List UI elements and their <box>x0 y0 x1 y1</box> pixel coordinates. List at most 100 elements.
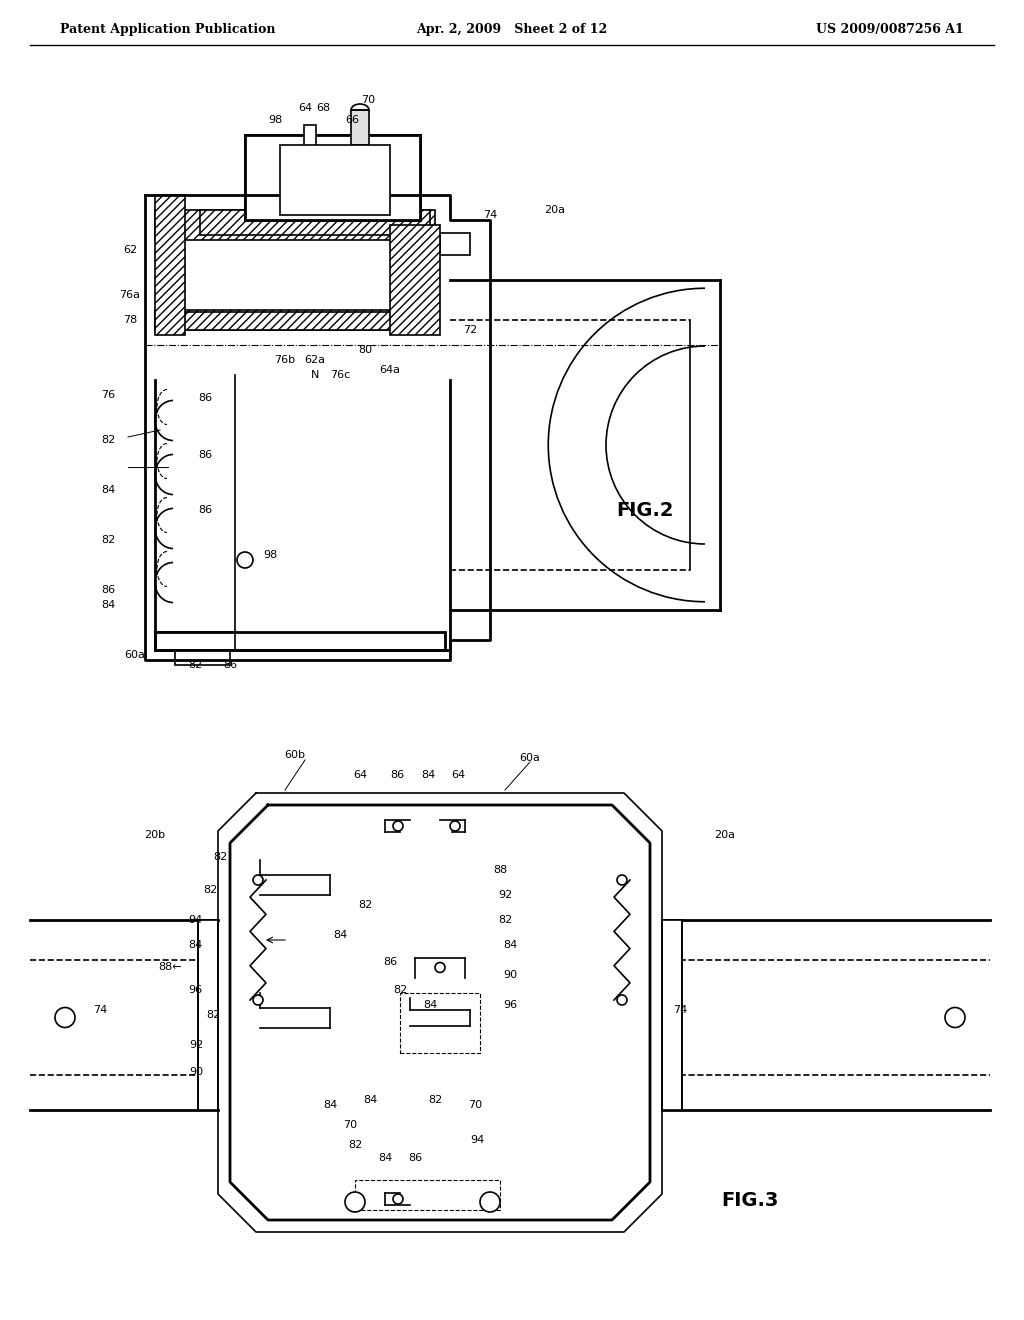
Bar <box>155 210 435 240</box>
Bar <box>355 1180 500 1210</box>
Bar <box>175 649 230 665</box>
Text: 82: 82 <box>498 915 512 925</box>
Text: 86: 86 <box>101 585 115 595</box>
Text: 92: 92 <box>498 890 512 900</box>
Text: 74: 74 <box>483 210 497 220</box>
Text: 82: 82 <box>187 660 202 671</box>
Text: 84: 84 <box>323 1100 337 1110</box>
Text: 86: 86 <box>198 506 212 515</box>
Text: 86: 86 <box>383 957 397 968</box>
Text: 70: 70 <box>343 1119 357 1130</box>
Text: 74: 74 <box>673 1005 687 1015</box>
Bar <box>200 210 430 235</box>
Text: 84: 84 <box>101 601 115 610</box>
Circle shape <box>55 1007 75 1027</box>
Text: 84: 84 <box>421 770 435 780</box>
Text: 68: 68 <box>316 103 330 114</box>
Text: 74: 74 <box>93 1005 108 1015</box>
Text: 84: 84 <box>333 931 347 940</box>
Text: 86: 86 <box>223 660 238 671</box>
Text: 98: 98 <box>268 115 283 125</box>
Bar <box>198 920 218 1110</box>
Text: 86: 86 <box>408 1152 422 1163</box>
Circle shape <box>450 821 460 832</box>
Circle shape <box>345 1192 365 1212</box>
Text: 86: 86 <box>198 450 212 459</box>
Bar <box>247 137 418 218</box>
Text: 96: 96 <box>503 1001 517 1010</box>
Text: 20a: 20a <box>545 205 565 215</box>
Bar <box>280 145 390 215</box>
Text: 70: 70 <box>468 1100 482 1110</box>
Text: 82: 82 <box>428 1096 442 1105</box>
Text: 88←: 88← <box>159 962 182 972</box>
Text: 86: 86 <box>390 770 404 780</box>
Circle shape <box>393 1195 403 1204</box>
Text: 88: 88 <box>493 865 507 875</box>
Text: 82: 82 <box>348 1140 362 1150</box>
Text: 82: 82 <box>101 436 115 445</box>
Text: 76c: 76c <box>330 370 350 380</box>
Text: 72: 72 <box>463 325 477 335</box>
Text: 62a: 62a <box>304 355 326 366</box>
Text: 78: 78 <box>123 315 137 325</box>
Text: 66: 66 <box>345 115 359 125</box>
Circle shape <box>480 1192 500 1212</box>
Text: 84: 84 <box>187 940 202 950</box>
Text: 64: 64 <box>298 103 312 114</box>
Text: Patent Application Publication: Patent Application Publication <box>60 24 275 37</box>
Text: 20a: 20a <box>715 830 735 840</box>
Text: 82: 82 <box>101 535 115 545</box>
Text: 70: 70 <box>360 95 375 106</box>
Text: 94: 94 <box>187 915 202 925</box>
Text: 76: 76 <box>101 389 115 400</box>
Text: 82: 82 <box>213 851 227 862</box>
Text: FIG.3: FIG.3 <box>721 1191 778 1209</box>
Text: US 2009/0087256 A1: US 2009/0087256 A1 <box>816 24 964 37</box>
Text: 60b: 60b <box>285 750 305 760</box>
Text: 98: 98 <box>263 550 278 560</box>
Circle shape <box>435 962 445 973</box>
Bar <box>440 234 470 255</box>
Text: 90: 90 <box>503 970 517 979</box>
Circle shape <box>393 821 403 832</box>
Bar <box>304 125 316 148</box>
Bar <box>155 310 435 330</box>
Text: 84: 84 <box>101 484 115 495</box>
Bar <box>400 993 480 1052</box>
Text: 64: 64 <box>353 770 367 780</box>
Text: 60a: 60a <box>519 752 541 763</box>
Circle shape <box>253 995 263 1005</box>
Text: 90: 90 <box>189 1067 203 1077</box>
Text: 82: 82 <box>393 985 408 995</box>
Text: 82: 82 <box>357 900 372 909</box>
Text: 84: 84 <box>503 940 517 950</box>
Text: 82: 82 <box>203 884 217 895</box>
Bar <box>351 110 369 145</box>
Text: 96: 96 <box>188 985 202 995</box>
Text: 84: 84 <box>423 1001 437 1010</box>
Text: 86: 86 <box>198 393 212 403</box>
Text: 64: 64 <box>451 770 465 780</box>
Text: 62: 62 <box>123 246 137 255</box>
Text: 92: 92 <box>188 1040 203 1049</box>
Bar <box>155 195 185 335</box>
Text: 82: 82 <box>206 1010 220 1020</box>
Text: 80: 80 <box>358 345 372 355</box>
Text: 76b: 76b <box>274 355 296 366</box>
Bar <box>390 224 440 335</box>
Text: 20b: 20b <box>144 830 166 840</box>
Bar <box>155 632 445 649</box>
Circle shape <box>253 875 263 884</box>
Circle shape <box>237 552 253 568</box>
Bar <box>662 920 682 1110</box>
Text: FIG.2: FIG.2 <box>616 500 674 520</box>
Text: 84: 84 <box>378 1152 392 1163</box>
Bar <box>245 135 420 220</box>
Text: Apr. 2, 2009   Sheet 2 of 12: Apr. 2, 2009 Sheet 2 of 12 <box>417 24 607 37</box>
Circle shape <box>617 995 627 1005</box>
Text: N: N <box>311 370 319 380</box>
Text: 60a: 60a <box>125 649 145 660</box>
Bar <box>155 312 430 330</box>
Bar <box>245 135 420 220</box>
